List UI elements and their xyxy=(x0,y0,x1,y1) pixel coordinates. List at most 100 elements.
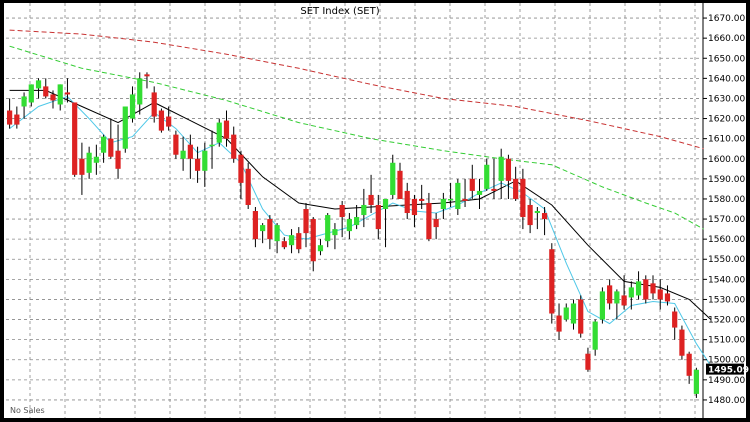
candle-up xyxy=(455,183,460,209)
candle-up xyxy=(354,217,359,225)
candle-down xyxy=(556,316,561,332)
candle-down xyxy=(549,249,554,313)
candle-up xyxy=(21,96,26,106)
candle-up xyxy=(332,229,337,235)
candle-up xyxy=(499,157,504,181)
y-tick-label: 1490.00 xyxy=(708,376,745,386)
candle-up xyxy=(448,199,453,201)
y-tick-label: 1660.00 xyxy=(708,34,745,44)
candle-up xyxy=(87,153,92,173)
candle-up xyxy=(600,291,605,319)
candle-up xyxy=(694,370,699,394)
y-tick-label: 1560.00 xyxy=(708,235,745,245)
last-value-marker: 1495.09 xyxy=(706,364,749,376)
y-tick-label: 1650.00 xyxy=(708,54,745,64)
candle-down xyxy=(665,293,670,301)
candle-down xyxy=(419,199,424,201)
y-tick-label: 1510.00 xyxy=(708,336,745,346)
candle-down xyxy=(43,86,48,96)
candle-down xyxy=(376,205,381,229)
candle-down xyxy=(687,354,692,376)
candle-up xyxy=(535,211,540,213)
candle-up xyxy=(390,163,395,195)
candle-down xyxy=(578,299,583,333)
candle-down xyxy=(231,135,236,159)
candle-down xyxy=(679,330,684,356)
candle-up xyxy=(130,94,135,118)
candle-down xyxy=(108,139,113,157)
candle-down xyxy=(65,92,70,94)
candle-down xyxy=(520,179,525,217)
plot-background xyxy=(4,3,746,418)
candle-down xyxy=(470,179,475,191)
candle-up xyxy=(274,225,279,241)
candle-down xyxy=(462,199,467,201)
candle-down xyxy=(607,285,612,303)
candle-up xyxy=(137,78,142,104)
candle-down xyxy=(238,155,243,183)
candle-down xyxy=(253,211,258,239)
candle-up xyxy=(94,157,99,163)
candle-up xyxy=(441,199,446,209)
candle-up xyxy=(58,84,63,104)
candle-down xyxy=(658,289,663,299)
last-value-label: 1495.09 xyxy=(708,366,749,376)
candle-down xyxy=(311,219,316,261)
candle-up xyxy=(260,225,265,231)
candle-down xyxy=(491,189,496,191)
y-tick-label: 1630.00 xyxy=(708,94,745,104)
candle-up xyxy=(217,123,222,143)
candle-down xyxy=(650,283,655,293)
y-tick-label: 1480.00 xyxy=(708,396,745,406)
candle-down xyxy=(434,219,439,227)
candle-up xyxy=(181,151,186,159)
candle-down xyxy=(585,354,590,370)
candle-down xyxy=(195,159,200,171)
candle-up xyxy=(629,287,634,297)
candle-up xyxy=(361,205,366,215)
candle-down xyxy=(368,195,373,205)
candle-down xyxy=(513,179,518,199)
candle-up xyxy=(36,80,41,88)
y-tick-label: 1580.00 xyxy=(708,195,745,205)
y-tick-label: 1600.00 xyxy=(708,155,745,165)
candle-down xyxy=(340,205,345,217)
candle-down xyxy=(672,312,677,328)
candle-down xyxy=(643,279,648,299)
candle-up xyxy=(571,303,576,323)
y-tick-label: 1570.00 xyxy=(708,215,745,225)
candle-down xyxy=(426,203,431,239)
candle-up xyxy=(123,106,128,148)
candle-down xyxy=(79,159,84,175)
candle-down xyxy=(224,121,229,139)
candle-down xyxy=(397,171,402,199)
candle-down xyxy=(282,241,287,247)
candle-up xyxy=(347,219,352,231)
candle-down xyxy=(412,199,417,215)
candle-down xyxy=(159,111,164,131)
candle-down xyxy=(166,117,171,127)
candle-down xyxy=(246,169,251,205)
y-tick-label: 1550.00 xyxy=(708,255,745,265)
candle-up xyxy=(636,281,641,295)
candle-down xyxy=(72,102,77,174)
candle-up xyxy=(209,145,214,147)
candle-down xyxy=(405,191,410,213)
candle-down xyxy=(50,94,55,100)
y-tick-label: 1640.00 xyxy=(708,74,745,84)
candle-up xyxy=(593,322,598,350)
candle-up xyxy=(101,137,106,153)
candle-up xyxy=(564,307,569,319)
candle-down xyxy=(506,159,511,181)
candle-up xyxy=(614,291,619,303)
candle-down xyxy=(621,295,626,305)
candle-up xyxy=(383,199,388,209)
candle-down xyxy=(528,205,533,225)
candle-up xyxy=(484,165,489,189)
candle-up xyxy=(325,215,330,241)
candle-up xyxy=(318,245,323,251)
candle-down xyxy=(7,111,12,125)
candle-down xyxy=(152,92,157,116)
